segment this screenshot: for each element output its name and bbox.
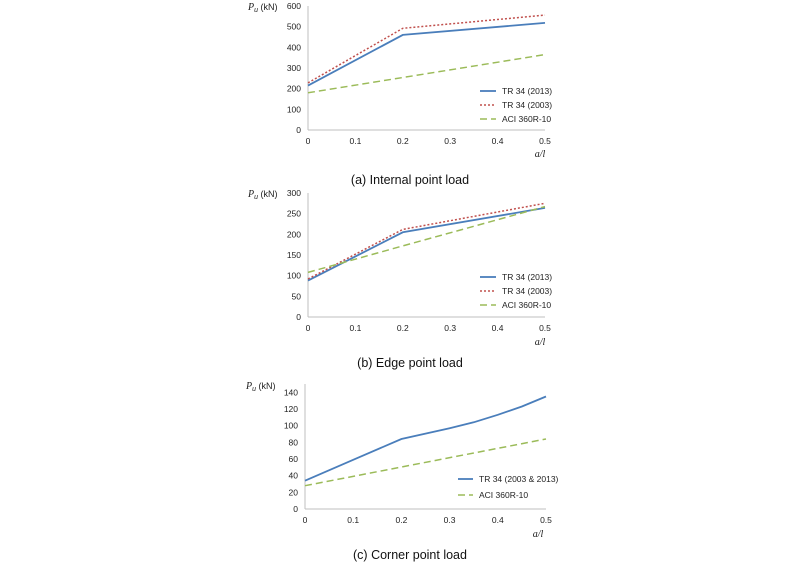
y-tick-label: 400	[287, 42, 301, 52]
x-tick-label: 0.2	[397, 323, 409, 333]
x-tick-label: 0.3	[444, 136, 456, 146]
legend-label: ACI 360R-10	[502, 114, 551, 124]
series-line	[307, 53, 546, 94]
y-tick-label: 300	[287, 188, 301, 198]
y-tick-label: 40	[289, 471, 299, 481]
x-axis-label: a/l	[533, 529, 544, 540]
figure-caption: (a) Internal point load	[351, 173, 469, 187]
legend-label: TR 34 (2013)	[502, 272, 552, 282]
y-axis-label: Pu (kN)	[247, 2, 278, 14]
x-tick-label: 0.4	[492, 323, 504, 333]
y-axis-label: Pu (kN)	[245, 381, 276, 393]
legend: TR 34 (2013) TR 34 (2003) ACI 360R-10	[480, 272, 552, 310]
y-tick-label: 50	[292, 291, 302, 301]
y-tick-label: 100	[287, 104, 301, 114]
y-tick-label: 0	[293, 504, 298, 514]
y-tick-label: 100	[284, 421, 298, 431]
figure-caption: (b) Edge point load	[357, 356, 463, 370]
series-line	[304, 438, 547, 487]
y-tick-label: 600	[287, 1, 301, 11]
legend: TR 34 (2003 & 2013) ACI 360R-10	[458, 474, 559, 500]
x-tick-label: 0.1	[349, 323, 361, 333]
legend-label: TR 34 (2013)	[502, 86, 552, 96]
x-tick-label: 0.1	[347, 515, 359, 525]
series-line	[307, 14, 546, 84]
y-tick-label: 20	[289, 487, 299, 497]
series-line	[307, 22, 546, 87]
y-tick-label: 80	[289, 437, 299, 447]
y-tick-label: 500	[287, 22, 301, 32]
legend-label: ACI 360R-10	[502, 300, 551, 310]
x-tick-label: 0	[303, 515, 308, 525]
x-tick-label: 0.3	[444, 515, 456, 525]
x-tick-label: 0.2	[397, 136, 409, 146]
y-tick-label: 120	[284, 404, 298, 414]
chart-panel-2: 0 50 100 150 200 250 300 0 0.1 0.2 0.3 0.4 0.5 Pu (kN…	[247, 188, 552, 370]
x-tick-label: 0.5	[539, 323, 551, 333]
x-axis-label: a/l	[535, 149, 546, 160]
legend: TR 34 (2013) TR 34 (2003) ACI 360R-10	[480, 86, 552, 124]
x-tick-label: 0.1	[349, 136, 361, 146]
y-tick-label: 200	[287, 229, 301, 239]
y-tick-label: 150	[287, 250, 301, 260]
y-tick-label: 200	[287, 84, 301, 94]
y-axis-label: Pu (kN)	[247, 189, 278, 201]
figure-caption: (c) Corner point load	[353, 548, 467, 562]
y-tick-label: 100	[287, 271, 301, 281]
chart-panel-1: 0 100 200 300 400 500 600 0 0.1 0.2 0.3 0.4 0.5 Pu (k…	[247, 1, 552, 187]
legend-label: ACI 360R-10	[479, 490, 528, 500]
x-tick-label: 0.5	[539, 136, 551, 146]
x-tick-label: 0.3	[444, 323, 456, 333]
y-tick-label: 60	[289, 454, 299, 464]
y-tick-label: 250	[287, 209, 301, 219]
y-tick-label: 0	[296, 125, 301, 135]
legend-label: TR 34 (2003)	[502, 100, 552, 110]
chart-panel-3: 0 20 40 60 80 100 120 140 0 0.1 0.2 0.3 0.4 0.5 Pu (kN…	[245, 381, 559, 562]
x-tick-label: 0	[306, 323, 311, 333]
series-line	[307, 207, 546, 282]
x-tick-label: 0.5	[540, 515, 552, 525]
x-tick-label: 0.4	[492, 136, 504, 146]
x-axis-label: a/l	[535, 337, 546, 348]
x-tick-label: 0.2	[395, 515, 407, 525]
x-tick-label: 0.4	[492, 515, 504, 525]
y-tick-label: 140	[284, 387, 298, 397]
series-line	[307, 205, 546, 274]
legend-label: TR 34 (2003 & 2013)	[479, 474, 559, 484]
legend-label: TR 34 (2003)	[502, 286, 552, 296]
series-line	[304, 395, 547, 482]
x-tick-label: 0	[306, 136, 311, 146]
y-tick-label: 0	[296, 312, 301, 322]
y-tick-label: 300	[287, 63, 301, 73]
